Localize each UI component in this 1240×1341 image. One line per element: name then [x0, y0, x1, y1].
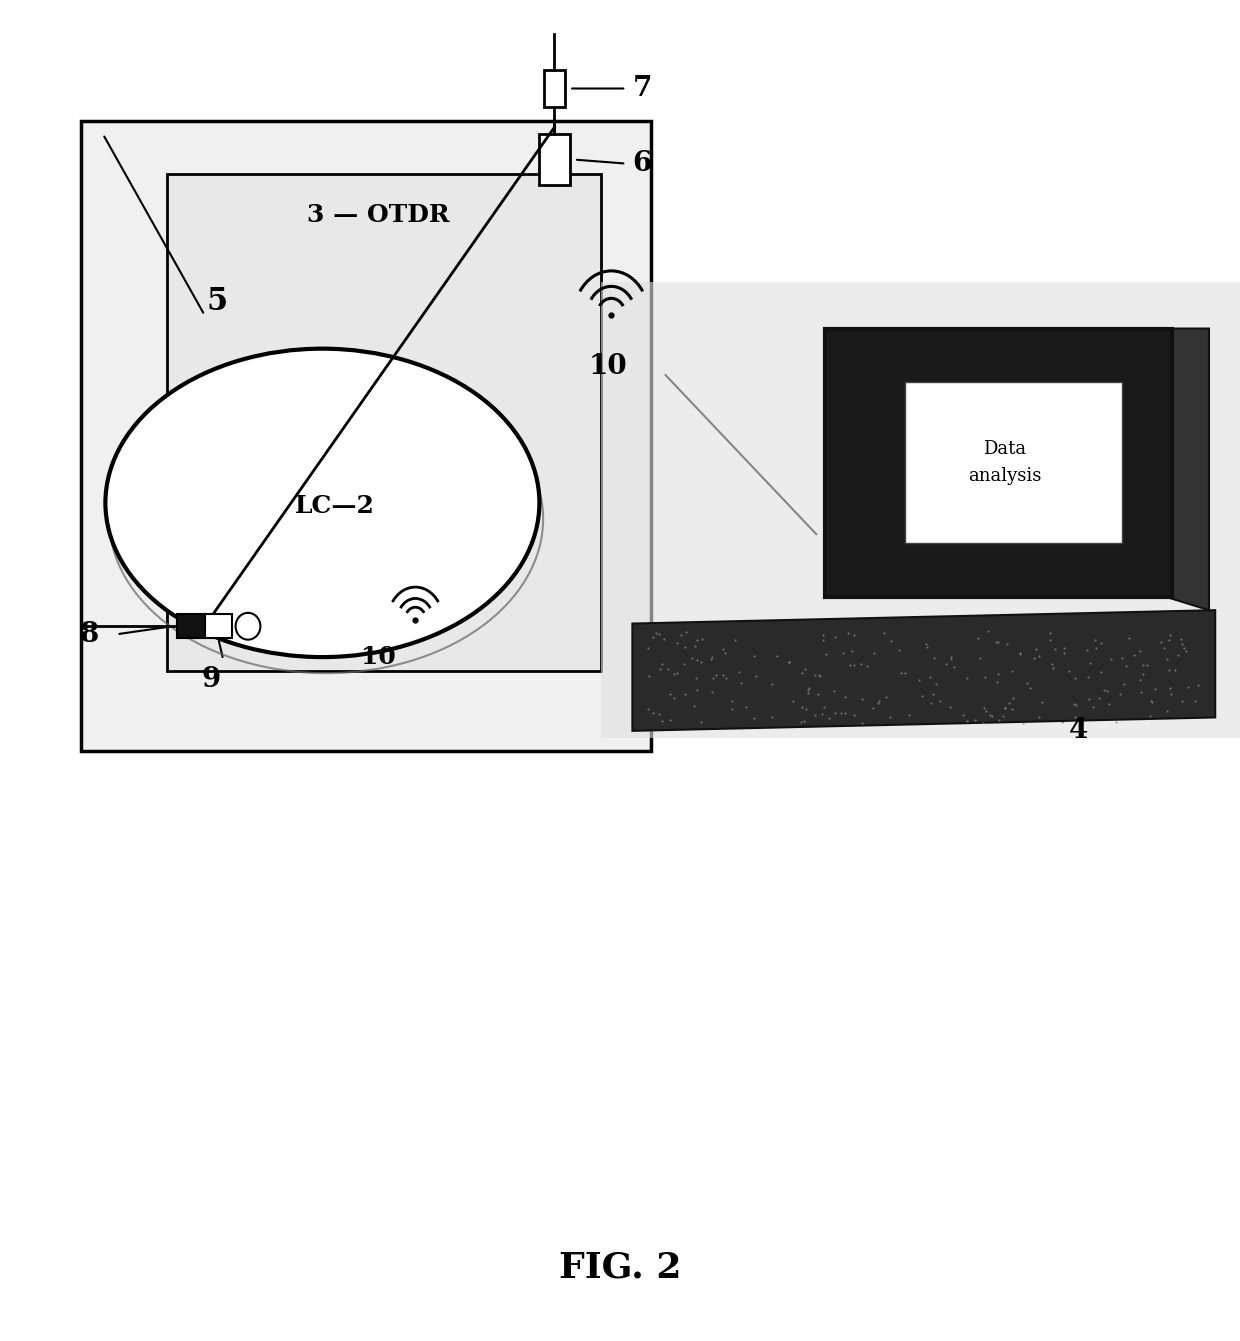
Text: 9: 9 [201, 666, 221, 693]
Polygon shape [632, 610, 1215, 731]
Bar [205, 614, 232, 638]
Bar [601, 282, 1240, 738]
Polygon shape [905, 382, 1122, 543]
Text: 8: 8 [79, 621, 99, 648]
Bar [539, 134, 570, 185]
Polygon shape [1166, 329, 1209, 610]
Text: LC—2: LC—2 [295, 493, 374, 518]
Bar [167, 174, 601, 670]
Text: 5: 5 [206, 286, 228, 318]
Text: 7: 7 [632, 75, 652, 102]
Text: Data
analysis: Data analysis [967, 440, 1042, 485]
Text: 10: 10 [588, 353, 627, 380]
Text: 4: 4 [1069, 717, 1089, 744]
Text: 6: 6 [632, 150, 652, 177]
Text: FIG. 2: FIG. 2 [559, 1250, 681, 1285]
Ellipse shape [105, 349, 539, 657]
Text: 3 — OTDR: 3 — OTDR [306, 202, 450, 227]
Text: 1: 1 [832, 493, 854, 526]
Bar [177, 614, 205, 638]
Bar [544, 70, 565, 107]
Polygon shape [825, 329, 1172, 597]
Bar [81, 121, 651, 751]
Circle shape [236, 613, 260, 640]
Text: 10: 10 [361, 645, 396, 669]
